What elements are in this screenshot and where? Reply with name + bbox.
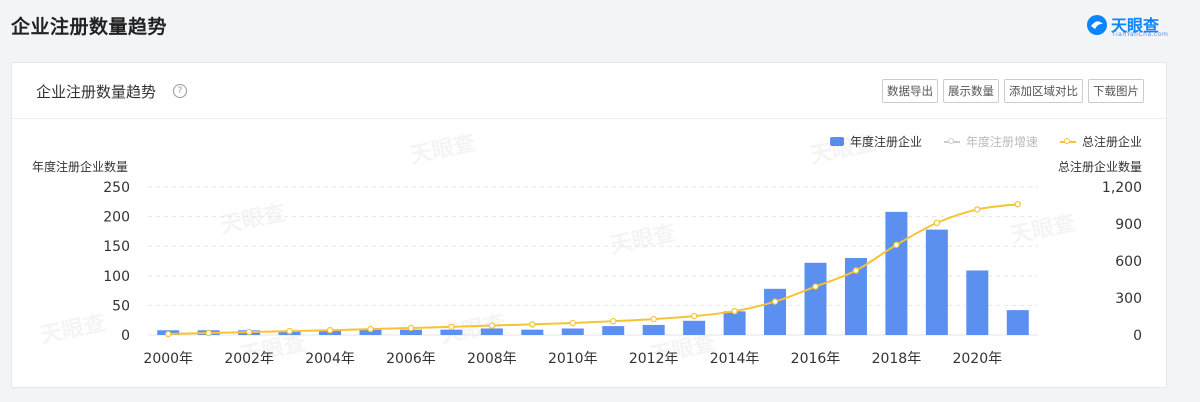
legend-item-growth[interactable]: 年度注册增速 [943, 133, 1038, 150]
bar [440, 329, 463, 335]
question-circle-icon[interactable]: ? [173, 84, 187, 98]
x-tick-label: 2012年 [629, 351, 679, 367]
y2-tick-label: 600 [1115, 254, 1142, 270]
chart-svg: 天眼查天眼查天眼查天眼查天眼查天眼查天眼查天眼查天眼查2502001501005… [38, 131, 1142, 369]
bar [966, 270, 989, 335]
line-point [1014, 201, 1021, 208]
line-point [650, 315, 657, 323]
legend-item-total[interactable]: 总注册企业 [1059, 133, 1142, 150]
legend-growth-line-icon [943, 137, 960, 147]
y2-tick-label: 300 [1115, 291, 1142, 307]
line-point [771, 298, 779, 305]
line-point [569, 319, 576, 327]
show-numbers-button[interactable]: 展示数量 [943, 79, 999, 103]
watermark-text: 天眼查 [608, 221, 678, 259]
bar [723, 311, 746, 335]
line-point [731, 307, 738, 315]
bar [521, 329, 544, 335]
y-tick-label: 150 [103, 239, 130, 255]
line-point [448, 323, 455, 331]
brand-name: 天眼查 [1111, 16, 1160, 35]
watermark-text: 天眼查 [218, 201, 288, 239]
left-axis-name: 年度注册企业数量 [32, 160, 129, 174]
x-tick-label: 2008年 [467, 351, 517, 367]
bar [480, 328, 503, 335]
x-tick-label: 2020年 [952, 351, 1002, 367]
x-tick-label: 2016年 [791, 351, 841, 367]
watermark-text: 天眼查 [1008, 211, 1078, 249]
line-point [812, 283, 819, 290]
brand-logo: 天眼查 TianYanCha.com [1086, 12, 1176, 40]
x-tick-label: 2010年 [548, 351, 598, 367]
y-tick-label: 50 [112, 298, 130, 314]
line-point [690, 312, 698, 320]
x-tick-label: 2000年 [143, 351, 193, 367]
x-tick-label: 2006年 [386, 351, 436, 367]
brand-sub: TianYanCha.com [1112, 31, 1169, 38]
right-axis-name: 总注册企业数量 [1057, 160, 1142, 174]
legend-total-label: 总注册企业 [1081, 135, 1142, 149]
page-title: 企业注册数量趋势 [11, 16, 168, 38]
legend-total-line-icon [1059, 137, 1076, 147]
line-point [529, 321, 536, 328]
line-point [205, 329, 212, 337]
y2-tick-label: 0 [1133, 328, 1142, 344]
page-header: 企业注册数量趋势 天眼查 TianYanCha.com [0, 0, 1200, 54]
download-image-button[interactable]: 下载图片 [1088, 79, 1144, 103]
y-tick-label: 0 [121, 328, 130, 344]
watermark-text: 天眼查 [38, 311, 108, 349]
line-point [367, 325, 374, 333]
line-point [407, 324, 415, 332]
bar [359, 329, 382, 335]
watermark-text: 天眼查 [808, 131, 878, 169]
x-tick-label: 2004年 [305, 351, 355, 367]
line-point [933, 219, 941, 227]
y-tick-label: 100 [103, 269, 130, 285]
chart-legend: 年度注册企业 年度注册增速 总注册企业 [829, 133, 1142, 150]
legend-bar-swatch [829, 137, 844, 146]
y-tick-label: 250 [103, 180, 130, 196]
bar [764, 288, 787, 335]
bar [844, 258, 867, 335]
y2-tick-label: 900 [1115, 217, 1142, 233]
tianyancha-logo-icon [1087, 15, 1107, 35]
bar [602, 326, 625, 335]
series-line-total [168, 203, 1018, 336]
legend-bars-label: 年度注册企业 [849, 135, 922, 149]
bar [885, 211, 908, 335]
bar [925, 229, 948, 335]
line-point [974, 206, 981, 213]
card-title: 企业注册数量趋势 [36, 83, 157, 101]
bar [642, 324, 665, 335]
x-tick-label: 2014年 [710, 351, 760, 367]
line-point [610, 317, 617, 325]
x-tick-label: 2002年 [224, 351, 274, 367]
watermark-text: 天眼查 [408, 131, 478, 169]
bar [399, 329, 422, 335]
legend-item-bars[interactable]: 年度注册企业 [829, 133, 922, 150]
line-point [893, 241, 900, 249]
line-point [852, 267, 860, 274]
export-data-button[interactable]: 数据导出 [882, 79, 938, 103]
x-tick-label: 2018年 [872, 351, 922, 367]
line-point [286, 327, 293, 335]
add-region-compare-button[interactable]: 添加区域对比 [1004, 79, 1083, 103]
card-header: 企业注册数量趋势 ? 数据导出 展示数量 添加区域对比 下载图片 [12, 63, 1166, 119]
y2-tick-label: 1,200 [1102, 180, 1142, 196]
line-point [245, 328, 253, 336]
toolbar: 数据导出 展示数量 添加区域对比 下载图片 [882, 79, 1144, 103]
bar [804, 262, 827, 335]
chart-card: 企业注册数量趋势 ? 数据导出 展示数量 添加区域对比 下载图片 年度注册企业 … [11, 62, 1167, 388]
bar [1006, 310, 1029, 335]
line-point [488, 322, 496, 329]
bar [561, 328, 584, 335]
bar [683, 320, 706, 335]
line-point [165, 330, 172, 338]
legend-growth-label: 年度注册增速 [965, 135, 1038, 149]
y-tick-label: 200 [103, 210, 130, 226]
line-point [326, 326, 334, 334]
